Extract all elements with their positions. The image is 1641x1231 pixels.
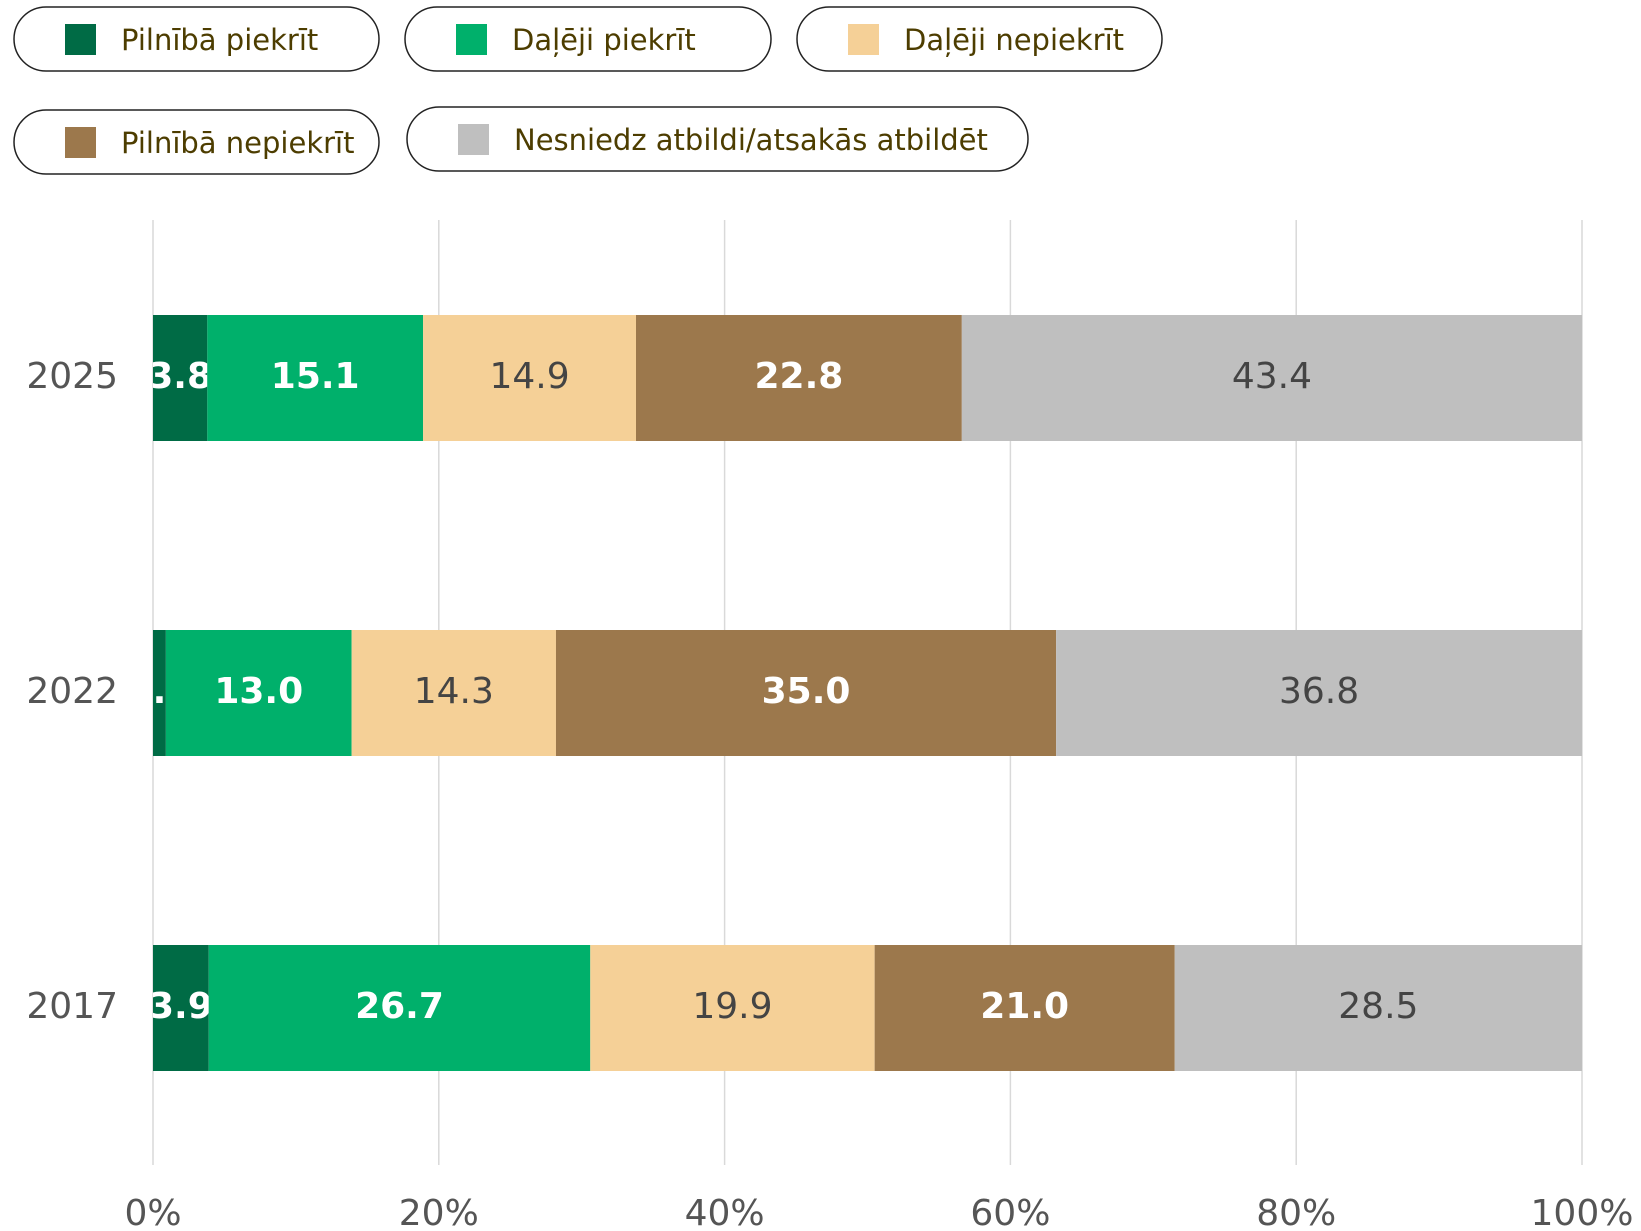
bar-segment [636, 315, 962, 441]
bar-segment [207, 315, 424, 441]
legend-label: Daļēji piekrīt [512, 23, 696, 57]
data-label: 15.1 [271, 356, 360, 397]
legend-swatch [65, 24, 96, 55]
data-label: 22.8 [754, 356, 843, 397]
legend-label: Daļēji nepiekrīt [904, 23, 1124, 57]
x-tick-label: 20% [399, 1193, 479, 1231]
x-tick-label: 80% [1256, 1193, 1336, 1231]
data-label: 19.9 [692, 986, 772, 1027]
bar-segment [874, 945, 1175, 1071]
data-label: 36.8 [1279, 671, 1359, 712]
legend-swatch [65, 127, 96, 158]
data-label: 3.9 [149, 986, 213, 1027]
legend-swatch [456, 24, 487, 55]
bar-segment [590, 945, 875, 1071]
data-label: 14.9 [489, 356, 569, 397]
data-label: 43.4 [1232, 356, 1312, 397]
bar-segment [165, 630, 352, 756]
y-tick-label: 2025 [26, 356, 118, 397]
data-label: 28.5 [1338, 986, 1418, 1027]
legend-label: Nesniedz atbildi/atsakās atbildēt [514, 123, 988, 157]
bar-segment [555, 630, 1057, 756]
data-label: 35.0 [762, 671, 851, 712]
legend-item [13, 109, 380, 175]
bar-segment [961, 315, 1582, 441]
x-tick-label: 0% [124, 1193, 181, 1231]
x-tick-label: 40% [685, 1193, 765, 1231]
bar-segment [1174, 945, 1582, 1071]
legend-swatch [458, 124, 489, 155]
legend-label: Pilnībā nepiekrīt [121, 126, 354, 160]
data-label: 0.9 [128, 671, 192, 712]
bar-segment [153, 945, 209, 1071]
legend-item [796, 6, 1163, 72]
data-label: 14.3 [414, 671, 494, 712]
bar-segment [153, 630, 166, 756]
legend-item [404, 6, 772, 72]
data-label: 21.0 [980, 986, 1069, 1027]
data-label: 3.8 [148, 356, 212, 397]
bar-segment [1056, 630, 1582, 756]
bar-segment [208, 945, 591, 1071]
data-label: 13.0 [214, 671, 303, 712]
data-label: 26.7 [355, 986, 444, 1027]
legend-label: Pilnībā piekrīt [121, 23, 318, 57]
legend-item [406, 106, 1029, 172]
bar-segment [153, 315, 208, 441]
x-tick-label: 100% [1531, 1193, 1634, 1231]
x-tick-label: 60% [970, 1193, 1050, 1231]
bar-segment [351, 630, 556, 756]
bar-segment [423, 315, 637, 441]
legend-item [13, 6, 380, 72]
y-tick-label: 2022 [26, 671, 118, 712]
legend-swatch [848, 24, 879, 55]
y-tick-label: 2017 [26, 986, 118, 1027]
